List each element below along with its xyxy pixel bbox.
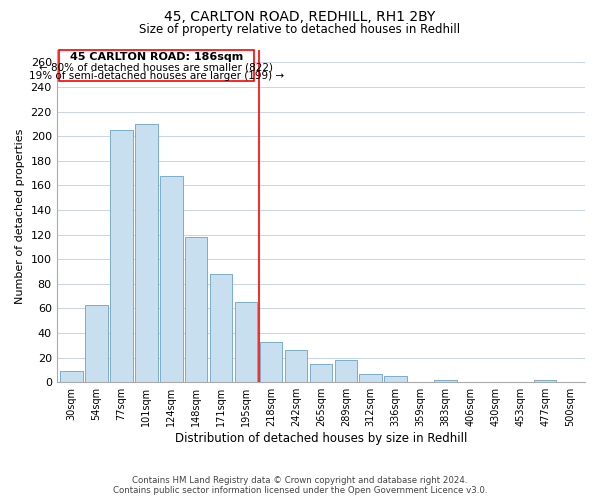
- Bar: [235, 302, 257, 382]
- Bar: [110, 130, 133, 382]
- Bar: [59, 50, 254, 81]
- Text: Size of property relative to detached houses in Redhill: Size of property relative to detached ho…: [139, 22, 461, 36]
- Bar: [85, 304, 108, 382]
- X-axis label: Distribution of detached houses by size in Redhill: Distribution of detached houses by size …: [175, 432, 467, 445]
- Text: 45 CARLTON ROAD: 186sqm: 45 CARLTON ROAD: 186sqm: [70, 52, 243, 62]
- Bar: [284, 350, 307, 382]
- Text: ← 80% of detached houses are smaller (822): ← 80% of detached houses are smaller (82…: [40, 62, 274, 72]
- Text: 19% of semi-detached houses are larger (199) →: 19% of semi-detached houses are larger (…: [29, 71, 284, 81]
- Bar: [385, 376, 407, 382]
- Bar: [185, 237, 208, 382]
- Y-axis label: Number of detached properties: Number of detached properties: [15, 128, 25, 304]
- Bar: [260, 342, 282, 382]
- Bar: [335, 360, 357, 382]
- Bar: [534, 380, 556, 382]
- Text: 45, CARLTON ROAD, REDHILL, RH1 2BY: 45, CARLTON ROAD, REDHILL, RH1 2BY: [164, 10, 436, 24]
- Text: Contains HM Land Registry data © Crown copyright and database right 2024.
Contai: Contains HM Land Registry data © Crown c…: [113, 476, 487, 495]
- Bar: [210, 274, 232, 382]
- Bar: [160, 176, 182, 382]
- Bar: [310, 364, 332, 382]
- Bar: [434, 380, 457, 382]
- Bar: [61, 371, 83, 382]
- Bar: [359, 374, 382, 382]
- Bar: [135, 124, 158, 382]
